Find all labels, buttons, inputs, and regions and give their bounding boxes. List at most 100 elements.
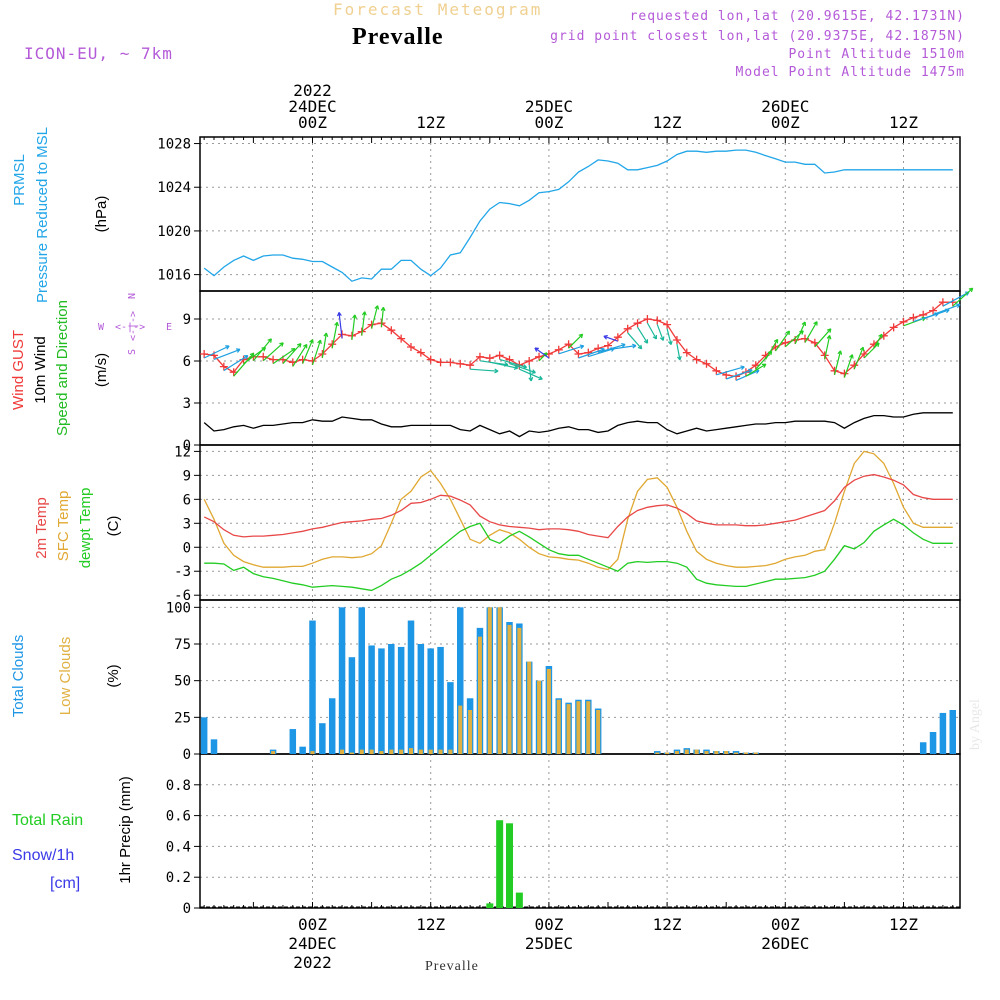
gust-marker <box>584 348 593 357</box>
wind-direction-arrow <box>311 339 322 366</box>
rain-bar <box>486 903 494 908</box>
panel-frame <box>199 444 961 601</box>
panel-clouds: 0 25 50 75 100 <box>166 599 961 763</box>
total-cloud-bar <box>407 620 415 754</box>
model-name: ICON-EU, ~ 7km <box>24 44 173 63</box>
wind-direction-arrow <box>380 306 386 328</box>
rain-bar <box>506 823 513 908</box>
panel-frame <box>199 753 961 909</box>
wind-speed-line <box>203 412 953 438</box>
wind-direction-arrow <box>351 314 357 340</box>
compass-east: E <box>166 322 172 333</box>
low-cloud-bar <box>537 680 542 754</box>
wind-direction-arrow <box>252 338 272 362</box>
panel-frame <box>199 290 961 446</box>
low-cloud-bar <box>418 749 423 754</box>
gust-marker <box>613 333 622 342</box>
gust-marker <box>475 352 484 361</box>
gust-marker <box>426 355 435 364</box>
wind-direction-arrow <box>568 333 584 349</box>
gust-marker <box>712 366 721 375</box>
gust-marker <box>229 368 238 377</box>
y-tick-label: -3 <box>174 564 191 580</box>
low-cloud-bar <box>527 661 532 754</box>
gust-marker <box>692 355 701 364</box>
precip-unit: 1hr Precip (mm) <box>117 776 134 884</box>
wind-direction-arrow <box>262 342 284 362</box>
y-tick-label: 0 <box>183 438 191 454</box>
compass-ns-arrow: <-|-> <box>128 311 139 341</box>
wind-direction-arrow <box>726 368 753 380</box>
low-cloud-bar <box>379 751 384 754</box>
time-label-top: 00Z <box>534 113 563 132</box>
wind-direction-arrow <box>814 328 832 348</box>
y-tick-label: 0.4 <box>166 839 191 855</box>
station-name: Prevalle <box>352 24 444 50</box>
wind-direction-arrow <box>804 321 818 343</box>
wind-direction-arrow <box>656 324 665 341</box>
wind-direction-arrow <box>676 343 682 361</box>
low-cloud-bar <box>694 749 699 754</box>
low-cloud-bar <box>674 751 679 754</box>
total-cloud-bar <box>348 657 356 754</box>
gust-marker <box>663 320 672 329</box>
low-cloud-bar <box>734 752 739 754</box>
rain-label: Total Rain <box>12 812 83 829</box>
time-label-top: 24DEC <box>288 97 336 116</box>
low-cloud-bar <box>458 705 463 754</box>
wind-direction-arrow <box>627 332 643 350</box>
compass-we-arrow: <-|-> <box>115 322 145 333</box>
wind-direction-arrow <box>716 365 745 376</box>
gust-marker <box>623 324 632 333</box>
low-cloud-bar <box>546 668 551 754</box>
gust-marker <box>672 336 681 344</box>
wind-direction-arrow <box>833 350 843 375</box>
temp-2m-line <box>203 473 953 539</box>
y-tick-label: 100 <box>166 600 191 616</box>
gust-marker <box>259 352 268 361</box>
y-tick-label: 75 <box>174 637 191 653</box>
wind-direction-arrow <box>745 363 767 377</box>
y-tick-label: 0 <box>183 901 191 917</box>
pressure-label-short: PRMSL <box>11 154 28 206</box>
y-tick-label: 0.2 <box>166 870 191 886</box>
gust-marker <box>416 348 425 357</box>
gust-marker <box>446 358 455 367</box>
low-cloud-bar <box>487 607 492 754</box>
gust-marker <box>702 359 711 368</box>
low-cloud-bar <box>655 752 660 754</box>
wind-direction-arrow <box>774 330 791 352</box>
clouds-unit: (%) <box>105 664 122 687</box>
total-cloud-bar <box>328 698 336 754</box>
wind-direction-arrow <box>302 339 314 364</box>
low-cloud-bar <box>596 710 601 754</box>
y-tick-label: 12 <box>174 444 191 460</box>
gust-marker <box>200 350 209 358</box>
wind-direction-arrow <box>824 335 832 360</box>
temp-2m-label: 2m Temp <box>33 497 50 558</box>
wind-direction-arrow <box>765 338 779 360</box>
wind-direction-arrow <box>223 355 249 372</box>
temp-unit: (C) <box>105 516 122 537</box>
time-label-top: 25DEC <box>525 97 573 116</box>
y-tick-label: 1024 <box>157 180 191 196</box>
wind-direction-arrow <box>666 328 673 346</box>
pressure-line <box>203 149 953 282</box>
total-cloud-bar <box>338 607 346 754</box>
wind-direction-arrow <box>853 346 865 370</box>
time-label-bottom: 00Z <box>534 915 563 934</box>
panel-pressure: 1016 1020 1024 1028 <box>157 136 961 292</box>
gust-marker <box>574 350 583 358</box>
time-label-bottom: 12Z <box>889 915 918 934</box>
gust-marker <box>397 334 406 343</box>
low-cloud-bar <box>684 749 689 754</box>
low-cloud-bar <box>753 752 758 754</box>
gust-marker <box>456 359 465 368</box>
time-label-bottom: 25DEC <box>525 934 573 953</box>
y-tick-label: 1028 <box>157 137 191 153</box>
footer-station: Prevalle <box>425 959 479 974</box>
time-label-bottom: 24DEC <box>288 934 336 953</box>
low-cloud-bar <box>310 751 315 754</box>
wind-direction-arrow <box>371 305 380 329</box>
y-tick-label: 1016 <box>157 268 191 284</box>
